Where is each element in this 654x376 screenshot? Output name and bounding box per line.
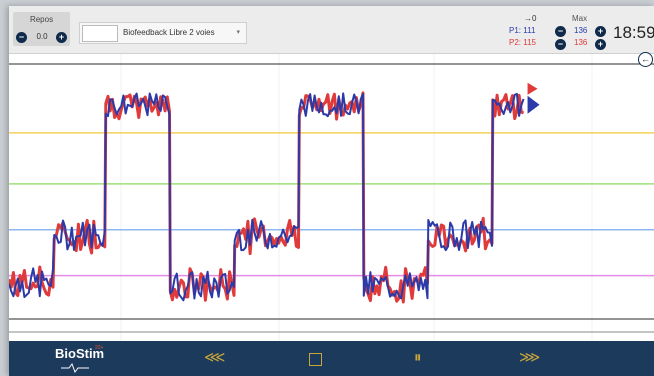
repos-label: Repos [29,15,54,24]
p1-cursor-icon [527,95,540,114]
rest-level-panel: Repos − 0.0 + [13,12,70,46]
app-window: Repos − 0.0 + Biofeedback Libre 2 voies … [9,6,654,376]
max-label: Max [572,14,588,23]
rewind-icon[interactable]: ⋘ [204,349,226,366]
p2-cursor-icon [527,82,538,95]
p1-max-decrease-button[interactable]: − [555,26,566,37]
bottom-control-bar: BioStim 22+ ⋘ ⏸ ⋙ [9,341,654,376]
forward-icon[interactable]: ⋙ [519,349,541,366]
pause-button[interactable]: ⏸ [414,349,422,366]
p1-value: P1: 111 [509,26,536,35]
top-toolbar: Repos − 0.0 + Biofeedback Libre 2 voies … [9,6,654,54]
mode-select-label: Biofeedback Libre 2 voies [123,28,215,37]
repos-decrease-button[interactable]: − [16,32,27,43]
chart-svg [9,54,654,341]
chevron-down-icon: ▾ [236,29,240,36]
biostim-logo: BioStim [55,346,105,361]
p2-signal-line [9,91,525,304]
back-arrow-icon[interactable]: ← [638,52,653,67]
p2-max-decrease-button[interactable]: − [555,39,566,50]
p2-max-increase-button[interactable]: + [595,39,606,50]
p1-max-value: 136 [574,26,588,35]
p1-signal-line [9,92,525,302]
repos-value: 0.0 [36,32,48,41]
stop-button[interactable] [309,353,322,366]
p2-max-value: 136 [574,38,588,47]
logo-superscript: 22+ [95,345,104,351]
logo-wave-icon [61,363,89,373]
repos-increase-button[interactable]: + [56,32,67,43]
mode-select[interactable]: Biofeedback Libre 2 voies ▾ [79,22,247,44]
arrow-zero-label: →0 [524,14,537,23]
p2-value: P2: 115 [509,38,536,47]
clock: 18:59 [613,23,654,42]
biofeedback-chart [9,54,654,341]
p1-max-increase-button[interactable]: + [595,26,606,37]
mode-color-swatch [82,25,118,42]
